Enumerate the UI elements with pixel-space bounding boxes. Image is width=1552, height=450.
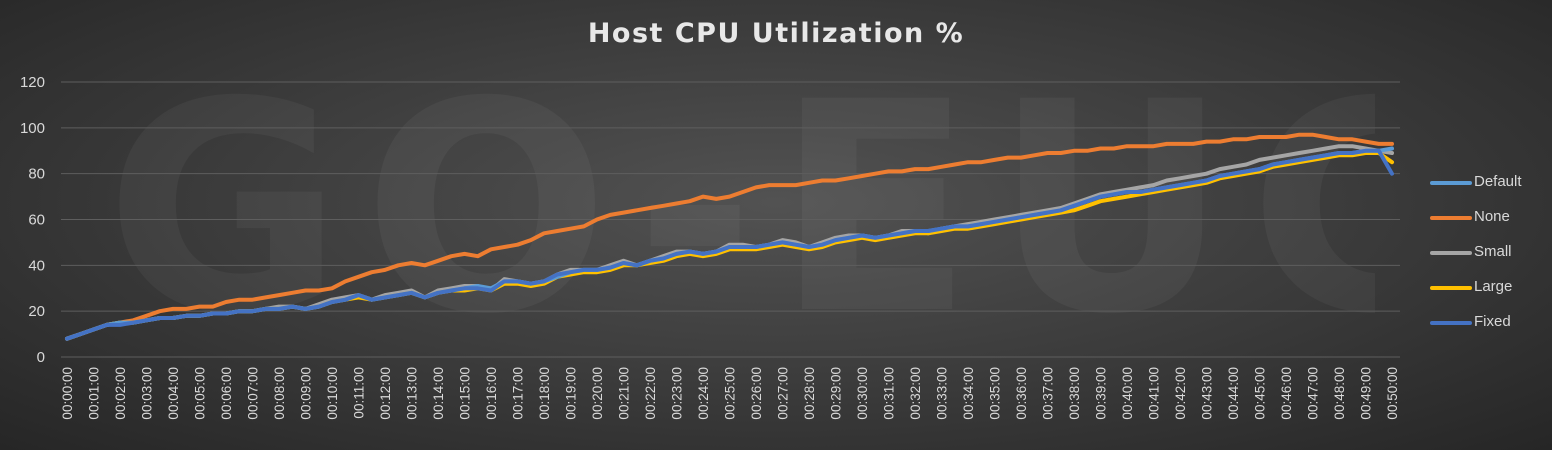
x-tick-label: 00:34:00	[961, 367, 976, 420]
x-tick-label: 00:17:00	[511, 367, 526, 420]
series-line-fixed	[65, 148, 1394, 341]
x-tick-label: 00:23:00	[670, 367, 685, 420]
legend-item-default: Default	[1430, 170, 1540, 205]
x-tick-label: 00:05:00	[193, 367, 208, 420]
x-tick-label: 00:28:00	[802, 367, 817, 420]
x-tick-label: 00:43:00	[1200, 367, 1215, 420]
x-tick-label: 00:12:00	[378, 367, 393, 420]
x-tick-label: 00:49:00	[1359, 367, 1374, 420]
x-tick-label: 00:13:00	[405, 367, 420, 420]
legend-label: Fixed	[1474, 313, 1511, 330]
x-tick-label: 00:45:00	[1253, 367, 1268, 420]
x-axis-ticks: 00:00:00 00:01:00 00:02:00 00:03:00 00:04:00…	[60, 367, 1400, 420]
legend-swatch	[1430, 216, 1472, 220]
x-tick-label: 00:37:00	[1041, 367, 1056, 420]
y-tick-label: 0	[37, 349, 45, 366]
legend-swatch	[1430, 251, 1472, 255]
series-lines	[65, 132, 1394, 341]
x-tick-label: 00:00:00	[60, 367, 75, 420]
y-tick-label: 80	[28, 166, 45, 183]
x-tick-label: 00:06:00	[219, 367, 234, 420]
x-tick-label: 00:32:00	[908, 367, 923, 420]
x-tick-label: 00:35:00	[988, 367, 1003, 420]
x-tick-label: 00:40:00	[1120, 367, 1135, 420]
legend-swatch	[1430, 286, 1472, 290]
legend-label: None	[1474, 208, 1510, 225]
x-tick-label: 00:08:00	[272, 367, 287, 420]
x-tick-label: 00:36:00	[1014, 367, 1029, 420]
x-tick-label: 00:38:00	[1067, 367, 1082, 420]
legend: Default None Small Large Fixed	[1430, 170, 1540, 345]
x-tick-label: 00:18:00	[537, 367, 552, 420]
legend-item-none: None	[1430, 205, 1540, 240]
x-tick-label: 00:01:00	[87, 367, 102, 420]
y-axis-ticks: 0 20 40 60 80 100 120	[20, 74, 45, 366]
y-tick-label: 120	[20, 74, 45, 91]
legend-label: Large	[1474, 278, 1513, 295]
legend-label: Default	[1474, 173, 1522, 190]
x-tick-label: 00:39:00	[1094, 367, 1109, 420]
x-tick-label: 00:25:00	[723, 367, 738, 420]
watermark: GO-EUC	[105, 60, 1375, 360]
legend-swatch	[1430, 321, 1472, 325]
chart-title: Host CPU Utilization %	[587, 18, 965, 49]
x-tick-label: 00:15:00	[458, 367, 473, 420]
x-tick-label: 00:44:00	[1226, 367, 1241, 420]
x-tick-label: 00:09:00	[299, 367, 314, 420]
x-tick-label: 00:31:00	[882, 367, 897, 420]
x-tick-label: 00:33:00	[935, 367, 950, 420]
legend-item-small: Small	[1430, 240, 1540, 275]
x-tick-label: 00:30:00	[855, 367, 870, 420]
x-tick-label: 00:46:00	[1279, 367, 1294, 420]
x-tick-label: 00:16:00	[484, 367, 499, 420]
series-line-none	[65, 132, 1394, 341]
x-tick-label: 00:21:00	[617, 367, 632, 420]
x-tick-label: 00:02:00	[113, 367, 128, 420]
x-tick-label: 00:24:00	[696, 367, 711, 420]
x-tick-label: 00:47:00	[1306, 367, 1321, 420]
legend-label: Small	[1474, 243, 1512, 260]
y-tick-label: 60	[28, 212, 45, 229]
x-tick-label: 00:26:00	[749, 367, 764, 420]
x-tick-label: 00:41:00	[1147, 367, 1162, 420]
legend-item-fixed: Fixed	[1430, 310, 1540, 345]
x-tick-label: 00:19:00	[564, 367, 579, 420]
x-tick-label: 00:22:00	[643, 367, 658, 420]
x-tick-label: 00:03:00	[140, 367, 155, 420]
x-tick-label: 00:29:00	[829, 367, 844, 420]
x-tick-label: 00:10:00	[325, 367, 340, 420]
x-tick-label: 00:42:00	[1173, 367, 1188, 420]
x-tick-label: 00:27:00	[776, 367, 791, 420]
y-tick-label: 20	[28, 303, 45, 320]
x-tick-label: 00:50:00	[1385, 367, 1400, 420]
legend-swatch	[1430, 181, 1472, 185]
x-tick-label: 00:48:00	[1332, 367, 1347, 420]
x-tick-label: 00:14:00	[431, 367, 446, 420]
legend-item-large: Large	[1430, 275, 1540, 310]
y-tick-label: 40	[28, 257, 45, 274]
x-tick-label: 00:20:00	[590, 367, 605, 420]
gridlines	[61, 81, 1400, 358]
x-tick-label: 00:04:00	[166, 367, 181, 420]
y-tick-label: 100	[20, 120, 45, 137]
x-tick-label: 00:07:00	[246, 367, 261, 420]
x-tick-label: 00:11:00	[352, 367, 367, 419]
